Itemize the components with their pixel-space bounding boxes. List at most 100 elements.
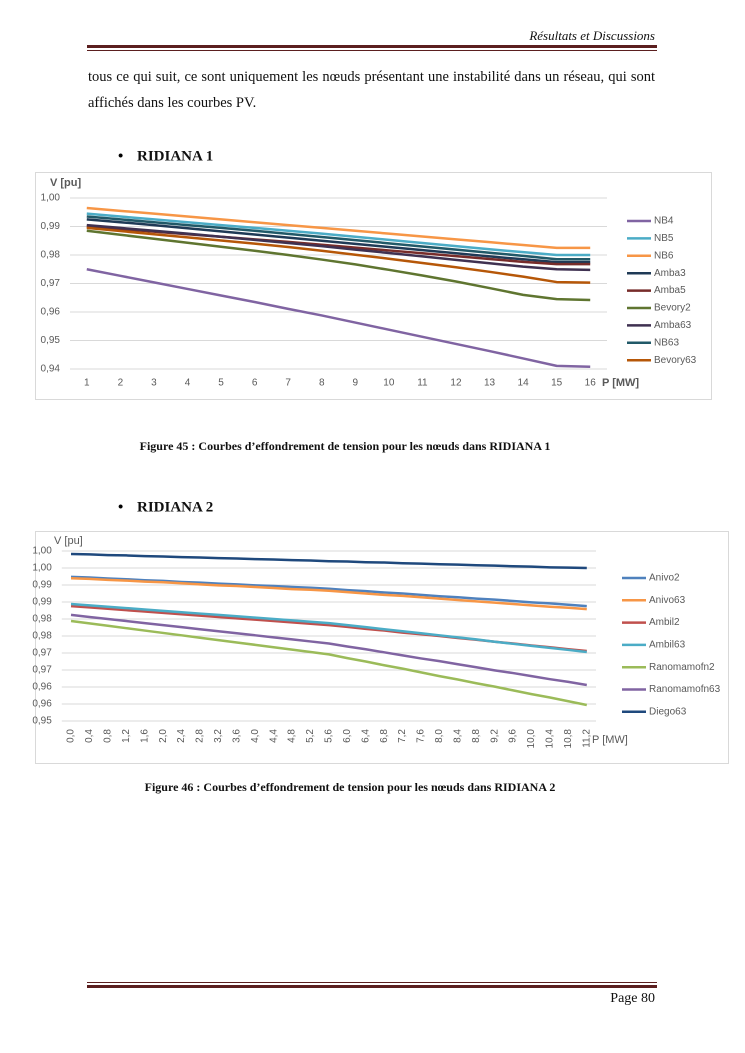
y-tick-label: 1,00 <box>32 546 52 557</box>
y-tick-label: 0,99 <box>32 597 52 608</box>
x-tick-label: 11 <box>417 378 428 389</box>
y-tick-label: 1,00 <box>32 563 52 574</box>
x-tick-label: 1 <box>84 378 90 389</box>
body-paragraph: tous ce qui suit, ce sont uniquement les… <box>88 69 655 111</box>
legend-label: Ambil2 <box>649 617 680 628</box>
x-tick-label: 10,8 <box>563 729 574 749</box>
x-tick-label: 6,8 <box>379 729 390 743</box>
series-line <box>86 268 591 368</box>
x-tick-label: 2 <box>118 378 124 389</box>
x-tick-label: 2,4 <box>176 729 187 743</box>
x-tick-label: 0,4 <box>84 729 95 743</box>
section-heading: RIDIANA 2 <box>137 499 213 515</box>
y-tick-label: 0,98 <box>41 250 61 261</box>
x-tick-label: 6,4 <box>360 729 371 743</box>
legend-label: Anivo2 <box>649 573 680 584</box>
x-tick-label: 0,8 <box>102 729 113 743</box>
series-line <box>70 576 587 611</box>
x-tick-label: 10,4 <box>545 729 556 749</box>
x-tick-label: 4 <box>185 378 191 389</box>
x-tick-label: 4,4 <box>268 729 279 743</box>
y-tick-label: 0,98 <box>32 614 52 625</box>
y-tick-label: 0,97 <box>32 665 52 676</box>
x-tick-label: 7 <box>285 378 291 389</box>
x-tick-label: 4,8 <box>287 729 298 743</box>
y-tick-label: 0,95 <box>32 716 52 727</box>
x-tick-label: 1,6 <box>139 729 150 743</box>
legend-label: NB6 <box>654 250 674 261</box>
series-line <box>70 613 587 687</box>
bullet: • <box>118 148 123 164</box>
legend-label: Ambil63 <box>649 640 686 651</box>
series-line <box>86 229 591 302</box>
x-tick-label: 3,6 <box>231 729 242 743</box>
x-tick-label: 14 <box>518 378 530 389</box>
series-line <box>70 552 587 570</box>
x-tick-label: 16 <box>585 378 597 389</box>
x-tick-label: 1,2 <box>121 729 132 743</box>
legend-label: Amba63 <box>654 320 692 331</box>
y-tick-label: 0,99 <box>41 221 61 232</box>
x-tick-label: 2,8 <box>195 729 206 743</box>
x-tick-label: 3 <box>151 378 157 389</box>
x-tick-label: 6,0 <box>342 729 353 743</box>
series-line <box>86 206 591 250</box>
series-line <box>86 223 591 272</box>
legend-label: Ranomamofn2 <box>649 662 715 673</box>
legend-label: Bevory2 <box>654 303 691 314</box>
y-axis-title: V [pu] <box>54 535 83 547</box>
y-tick-label: 0,96 <box>32 699 52 710</box>
x-tick-label: 8,4 <box>452 729 463 743</box>
x-tick-label: 4,0 <box>250 729 261 743</box>
y-tick-label: 0,96 <box>41 307 61 318</box>
x-axis-title: P [MW] <box>602 377 639 389</box>
running-header: Résultats et Discussions <box>528 28 655 43</box>
series-line <box>70 619 588 707</box>
x-tick-label: 5,6 <box>324 729 335 743</box>
x-tick-label: 8 <box>319 378 325 389</box>
x-tick-label: 12 <box>450 378 462 389</box>
chart-frame <box>35 172 712 400</box>
x-tick-label: 5,2 <box>305 729 316 743</box>
series-line <box>86 215 591 261</box>
x-tick-label: 15 <box>551 378 563 389</box>
x-tick-label: 6 <box>252 378 258 389</box>
legend-label: NB63 <box>654 337 679 348</box>
y-tick-label: 0,97 <box>32 648 52 659</box>
y-axis-title: V [pu] <box>50 177 81 189</box>
page-number: Page 80 <box>610 991 655 1006</box>
x-tick-label: 9 <box>353 378 359 389</box>
x-tick-label: 7,6 <box>416 729 427 743</box>
legend-label: Amba3 <box>654 268 686 279</box>
x-tick-label: 0,0 <box>66 729 77 743</box>
x-tick-label: 10,0 <box>526 729 537 749</box>
y-tick-label: 0,99 <box>32 580 52 591</box>
y-tick-label: 0,97 <box>41 278 61 289</box>
x-tick-label: 8,8 <box>471 729 482 743</box>
x-tick-label: 8,0 <box>434 729 445 743</box>
y-tick-label: 0,96 <box>32 682 52 693</box>
x-tick-label: 5 <box>218 378 224 389</box>
section-heading: RIDIANA 1 <box>137 148 213 164</box>
legend-label: NB4 <box>654 216 674 227</box>
bullet: • <box>118 499 123 515</box>
legend-label: Anivo63 <box>649 595 686 606</box>
legend-label: Diego63 <box>649 706 687 717</box>
figure-caption: Figure 45 : Courbes d’effondrement de te… <box>140 439 551 453</box>
x-tick-label: 9,6 <box>508 729 519 743</box>
series-line <box>70 602 587 654</box>
x-tick-label: 10 <box>383 378 395 389</box>
series-line <box>86 218 591 264</box>
legend-label: NB5 <box>654 233 674 244</box>
x-axis-title: P [MW] <box>592 734 628 746</box>
x-tick-label: 2,0 <box>158 729 169 743</box>
legend-label: Amba5 <box>654 285 686 296</box>
legend-label: Bevory63 <box>654 355 697 366</box>
x-tick-label: 13 <box>484 378 496 389</box>
x-tick-label: 9,2 <box>489 729 500 743</box>
series-line <box>70 575 587 608</box>
y-tick-label: 0,95 <box>41 335 61 346</box>
x-tick-label: 11,2 <box>581 729 592 748</box>
